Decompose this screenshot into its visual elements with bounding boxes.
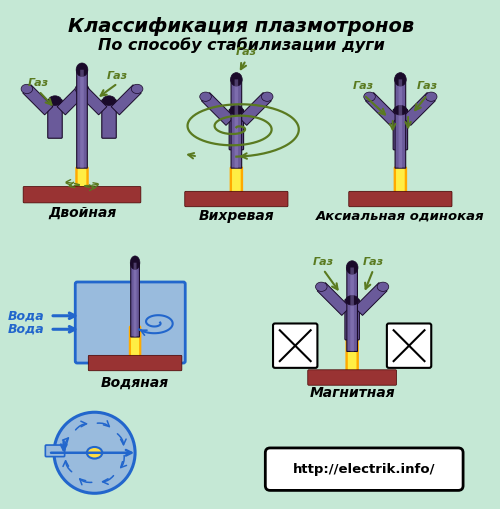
Text: Двойная: Двойная [48,206,116,219]
FancyBboxPatch shape [185,191,288,207]
Polygon shape [77,85,107,115]
Text: Газ: Газ [236,47,256,58]
Ellipse shape [76,63,88,76]
Polygon shape [402,93,436,125]
FancyBboxPatch shape [395,79,406,168]
FancyBboxPatch shape [76,282,185,363]
FancyBboxPatch shape [229,109,244,150]
Polygon shape [354,282,387,316]
Text: Газ: Газ [28,78,49,88]
Text: Вихревая: Вихревая [198,209,274,223]
Ellipse shape [230,105,243,115]
Text: Газ: Газ [353,81,374,91]
FancyBboxPatch shape [232,167,240,196]
FancyBboxPatch shape [349,191,452,207]
FancyBboxPatch shape [102,100,117,138]
Ellipse shape [75,84,86,94]
Ellipse shape [426,92,437,101]
FancyBboxPatch shape [231,79,241,168]
Ellipse shape [132,84,143,94]
Ellipse shape [346,261,358,274]
FancyBboxPatch shape [76,70,88,168]
FancyBboxPatch shape [346,335,359,373]
Polygon shape [202,93,234,125]
Text: По способу стабилизации дуги: По способу стабилизации дуги [98,38,384,53]
Text: Газ: Газ [312,257,334,267]
Ellipse shape [48,96,62,105]
Ellipse shape [394,73,406,86]
Text: Водяная: Водяная [101,375,169,389]
Circle shape [54,412,135,493]
Ellipse shape [346,296,358,305]
FancyBboxPatch shape [80,70,84,168]
FancyBboxPatch shape [23,186,141,203]
Polygon shape [111,85,141,115]
FancyBboxPatch shape [396,167,404,196]
Ellipse shape [87,447,102,459]
FancyBboxPatch shape [350,268,354,351]
Polygon shape [23,85,53,115]
Text: Аксиальная одинокая: Аксиальная одинокая [316,210,484,223]
Ellipse shape [130,256,140,269]
FancyBboxPatch shape [134,263,136,337]
Ellipse shape [316,282,327,291]
Ellipse shape [21,84,32,94]
Ellipse shape [78,84,89,94]
FancyBboxPatch shape [78,167,86,201]
Text: Магнитная: Магнитная [310,386,395,400]
FancyBboxPatch shape [48,100,62,138]
Ellipse shape [262,92,273,101]
FancyBboxPatch shape [88,355,182,371]
Polygon shape [317,282,350,316]
FancyBboxPatch shape [234,79,238,168]
FancyBboxPatch shape [266,448,463,490]
FancyBboxPatch shape [129,325,141,358]
Ellipse shape [364,92,376,101]
FancyBboxPatch shape [387,324,432,368]
Polygon shape [57,85,87,115]
FancyBboxPatch shape [394,166,407,197]
Text: Вода: Вода [8,323,44,336]
FancyBboxPatch shape [230,166,243,197]
FancyBboxPatch shape [308,370,396,385]
FancyBboxPatch shape [345,299,360,340]
FancyBboxPatch shape [273,324,318,368]
Text: Газ: Газ [417,81,438,91]
FancyBboxPatch shape [398,79,402,168]
Text: Классификация плазмотронов: Классификация плазмотронов [68,17,414,36]
FancyBboxPatch shape [131,326,139,358]
Polygon shape [366,93,398,125]
Ellipse shape [394,105,407,115]
Text: Газ: Газ [363,257,384,267]
Text: Вода: Вода [8,309,44,322]
Ellipse shape [377,282,389,291]
Polygon shape [238,93,272,125]
Text: Газ: Газ [107,71,128,81]
FancyBboxPatch shape [130,263,140,337]
FancyBboxPatch shape [347,268,358,351]
Ellipse shape [102,96,116,105]
FancyBboxPatch shape [393,109,407,150]
FancyBboxPatch shape [348,335,356,372]
Ellipse shape [230,73,242,86]
Text: http://electrik.info/: http://electrik.info/ [292,463,435,476]
Ellipse shape [200,92,211,101]
FancyBboxPatch shape [76,166,89,201]
FancyBboxPatch shape [46,445,64,457]
